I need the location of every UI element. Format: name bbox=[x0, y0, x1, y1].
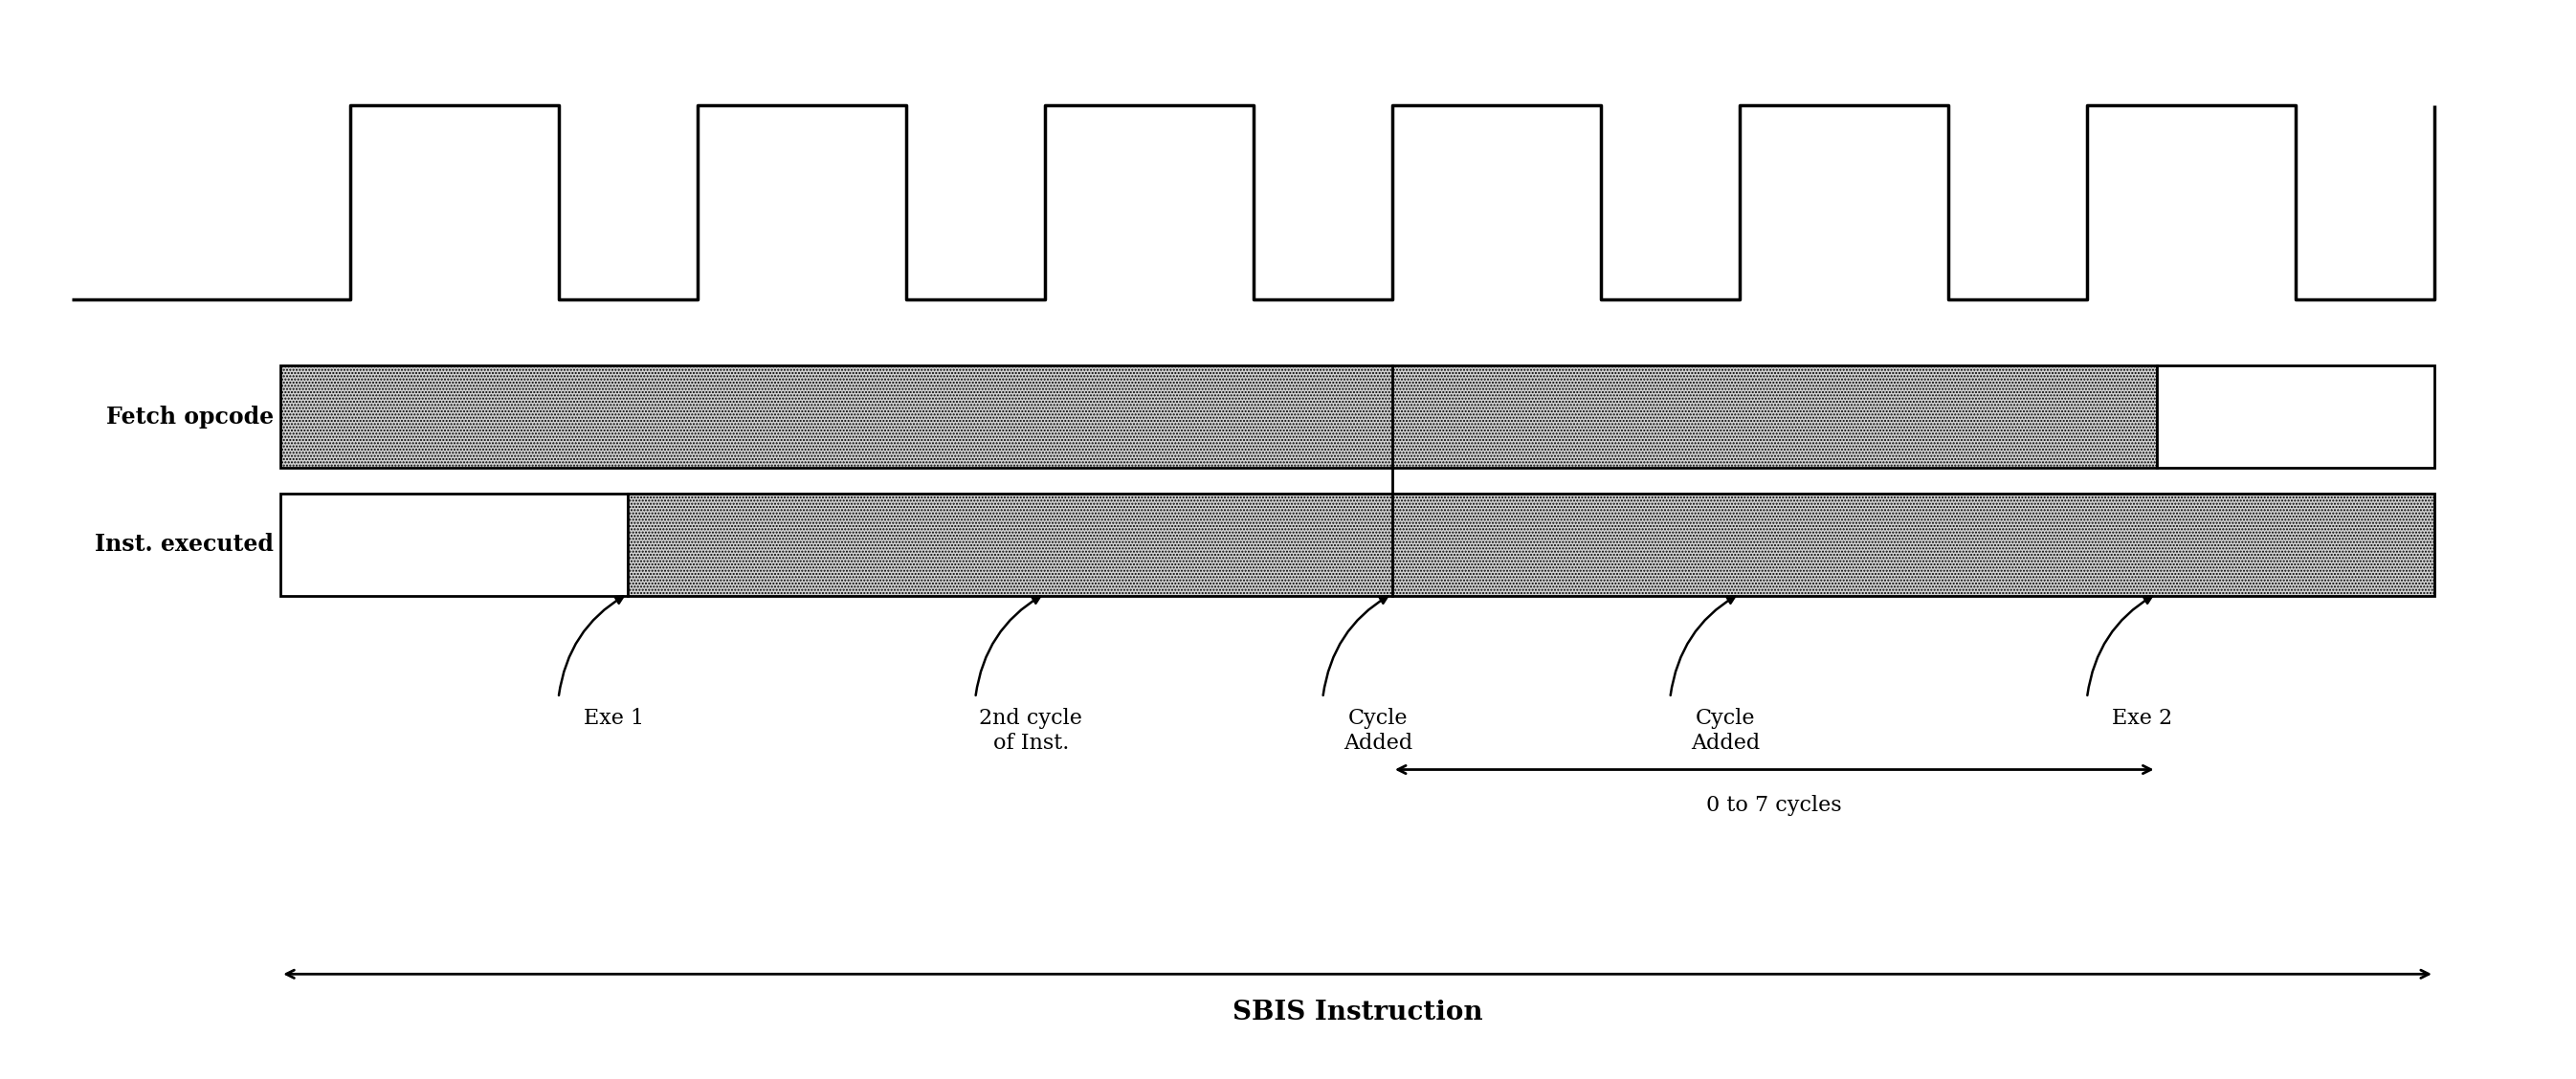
Text: SBIS Instruction: SBIS Instruction bbox=[1231, 999, 1484, 1025]
Text: Fetch opcode: Fetch opcode bbox=[106, 406, 273, 428]
Text: Inst. executed: Inst. executed bbox=[95, 533, 273, 556]
Text: Exe 1: Exe 1 bbox=[585, 708, 644, 729]
Text: 0 to 7 cycles: 0 to 7 cycles bbox=[1705, 795, 1842, 816]
Bar bbox=[629, 493, 2434, 596]
Text: 2nd cycle
of Inst.: 2nd cycle of Inst. bbox=[979, 708, 1082, 753]
Text: Cycle
Added: Cycle Added bbox=[1345, 708, 1412, 753]
Bar bbox=[2156, 366, 2434, 468]
Text: Cycle
Added: Cycle Added bbox=[1690, 708, 1759, 753]
Text: Exe 2: Exe 2 bbox=[2112, 708, 2172, 729]
Bar bbox=[281, 493, 629, 596]
Bar bbox=[281, 366, 2156, 468]
